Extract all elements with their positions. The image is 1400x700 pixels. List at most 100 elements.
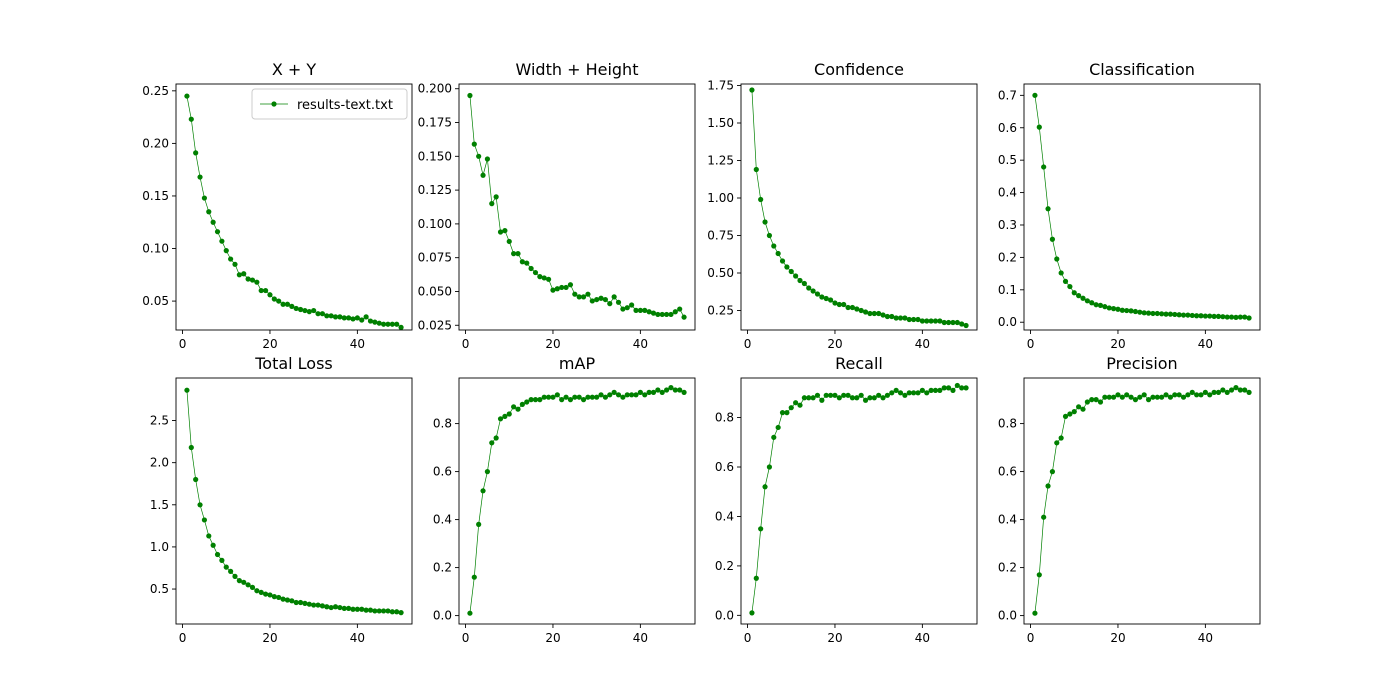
data-point [267,292,273,298]
data-point [493,435,499,441]
data-point [954,319,960,326]
data-point [1036,124,1042,130]
data-point [959,385,965,391]
data-point [876,392,882,398]
data-point [797,277,803,284]
data-point [1145,310,1152,316]
x-tick-label: 0 [179,631,187,645]
data-point [876,310,882,317]
data-point [289,303,295,309]
data-point [788,268,794,275]
data-point [594,296,600,303]
data-point [1180,312,1187,318]
data-point [823,295,829,302]
data-point [937,318,943,324]
data-point [276,594,282,601]
data-point [941,385,947,391]
data-point [389,609,395,615]
data-point [1076,293,1082,299]
data-point [394,321,400,327]
y-tick-label: 0.15 [142,189,169,203]
data-point [1089,300,1095,306]
data-point [254,279,260,285]
data-point [241,271,247,277]
data-point [1049,236,1056,242]
y-tick-label: 0.05 [142,294,169,308]
y-tick-label: 0.8 [715,411,734,425]
data-point [271,594,277,600]
y-tick-label: 0.10 [142,242,169,256]
data-point [801,395,807,401]
data-point [758,196,764,203]
data-point [1141,392,1147,398]
data-point [236,272,242,278]
legend-marker [271,101,277,107]
data-point [1132,397,1139,403]
data-point [806,285,812,291]
data-point [319,603,326,609]
data-point [1233,314,1239,320]
y-tick-label: 0.0 [998,315,1017,329]
data-point [663,311,670,318]
data-point [341,605,347,612]
data-point [502,413,508,419]
data-point [1041,164,1047,170]
data-point [476,521,482,528]
data-point [646,389,652,395]
y-tick-label: 0.6 [998,121,1017,135]
data-point [1237,314,1243,320]
data-point [497,416,504,422]
data-point [1058,435,1064,441]
plot-frame [458,377,696,625]
data-point [258,589,264,596]
y-tick-label: 0.2 [998,250,1017,264]
x-tick-label: 20 [545,631,560,645]
x-tick-label: 20 [1110,631,1125,645]
data-point [766,232,773,239]
data-point [532,269,539,276]
legend: results-text.txt [251,88,408,120]
data-point [758,526,764,532]
data-point [245,276,251,282]
data-point [819,294,825,300]
data-point [1067,411,1073,417]
data-point [1119,307,1125,313]
data-point [324,604,330,610]
legend-label: results-text.txt [297,98,393,113]
data-point [1102,304,1108,310]
data-point [1089,397,1095,403]
data-point [1233,385,1239,391]
data-point [871,395,877,401]
data-point [1093,397,1099,403]
plot-frame [1023,377,1261,625]
data-point [1054,440,1060,446]
y-tick-label: 1.75 [707,79,734,93]
y-tick-label: 0.25 [707,304,734,318]
data-point [753,575,759,581]
y-tick-label: 0.3 [998,218,1017,232]
data-point [350,316,356,322]
data-point [223,564,229,570]
x-tick-label: 0 [1027,337,1035,351]
data-point [854,395,860,401]
data-point [893,315,899,321]
data-point [1163,392,1169,398]
data-point [385,608,391,614]
data-point [302,600,308,606]
data-point [862,309,869,315]
data-point [1106,305,1112,311]
data-point [672,309,678,315]
data-point [559,397,565,403]
data-point [1097,399,1104,405]
data-point [201,195,208,201]
y-tick-label: 0.50 [707,266,734,280]
data-point [201,517,208,523]
y-tick-label: 0.175 [418,116,452,130]
data-point [893,387,899,393]
y-tick-label: 0.075 [418,251,452,265]
data-point [810,395,816,401]
data-point [889,390,895,396]
y-tick-label: 0.150 [418,149,452,163]
data-point [284,597,291,603]
data-point [1036,572,1042,578]
